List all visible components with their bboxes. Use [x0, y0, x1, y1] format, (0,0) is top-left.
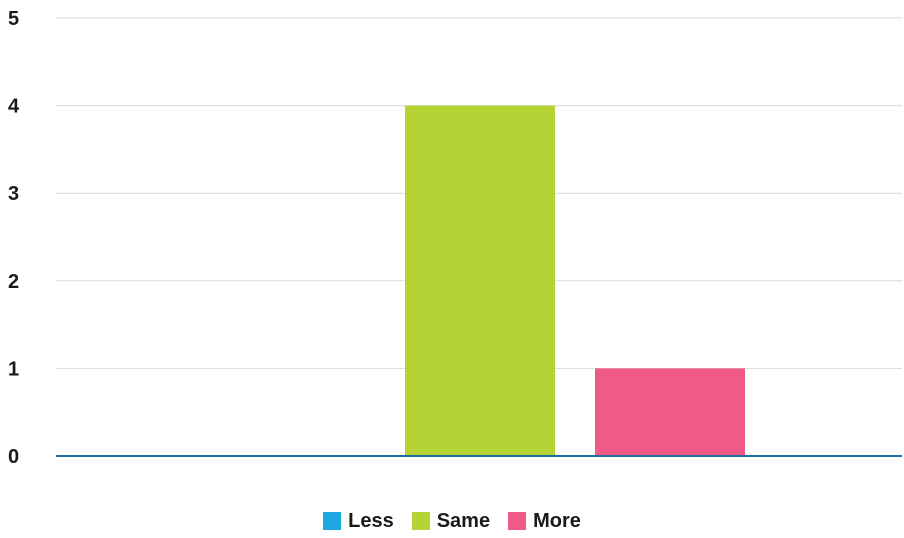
y-tick-label-5: 5 [8, 8, 19, 30]
legend-item-less: Less [323, 510, 394, 533]
y-tick-label-0: 0 [8, 446, 19, 468]
legend-item-same: Same [411, 509, 491, 533]
y-tick-label-3: 3 [8, 183, 19, 205]
legend-swatch-more [508, 512, 527, 530]
bar-more [595, 368, 745, 456]
legend-item-more: More [508, 510, 581, 533]
y-axis-tick-labels: 0 1 2 3 4 5 [8, 8, 20, 468]
bar-same [405, 105, 555, 456]
legend-swatch-less [323, 512, 342, 530]
bars [405, 105, 745, 456]
y-tick-label-4: 4 [8, 96, 20, 118]
legend-label-less: Less [348, 509, 394, 532]
legend-swatch-same [411, 512, 430, 530]
legend-label-same: Same [436, 509, 491, 532]
legend-label-more: More [533, 509, 581, 532]
legend: Less Same More [0, 504, 904, 538]
y-tick-label-1: 1 [8, 358, 19, 380]
y-tick-label-2: 2 [8, 271, 19, 293]
